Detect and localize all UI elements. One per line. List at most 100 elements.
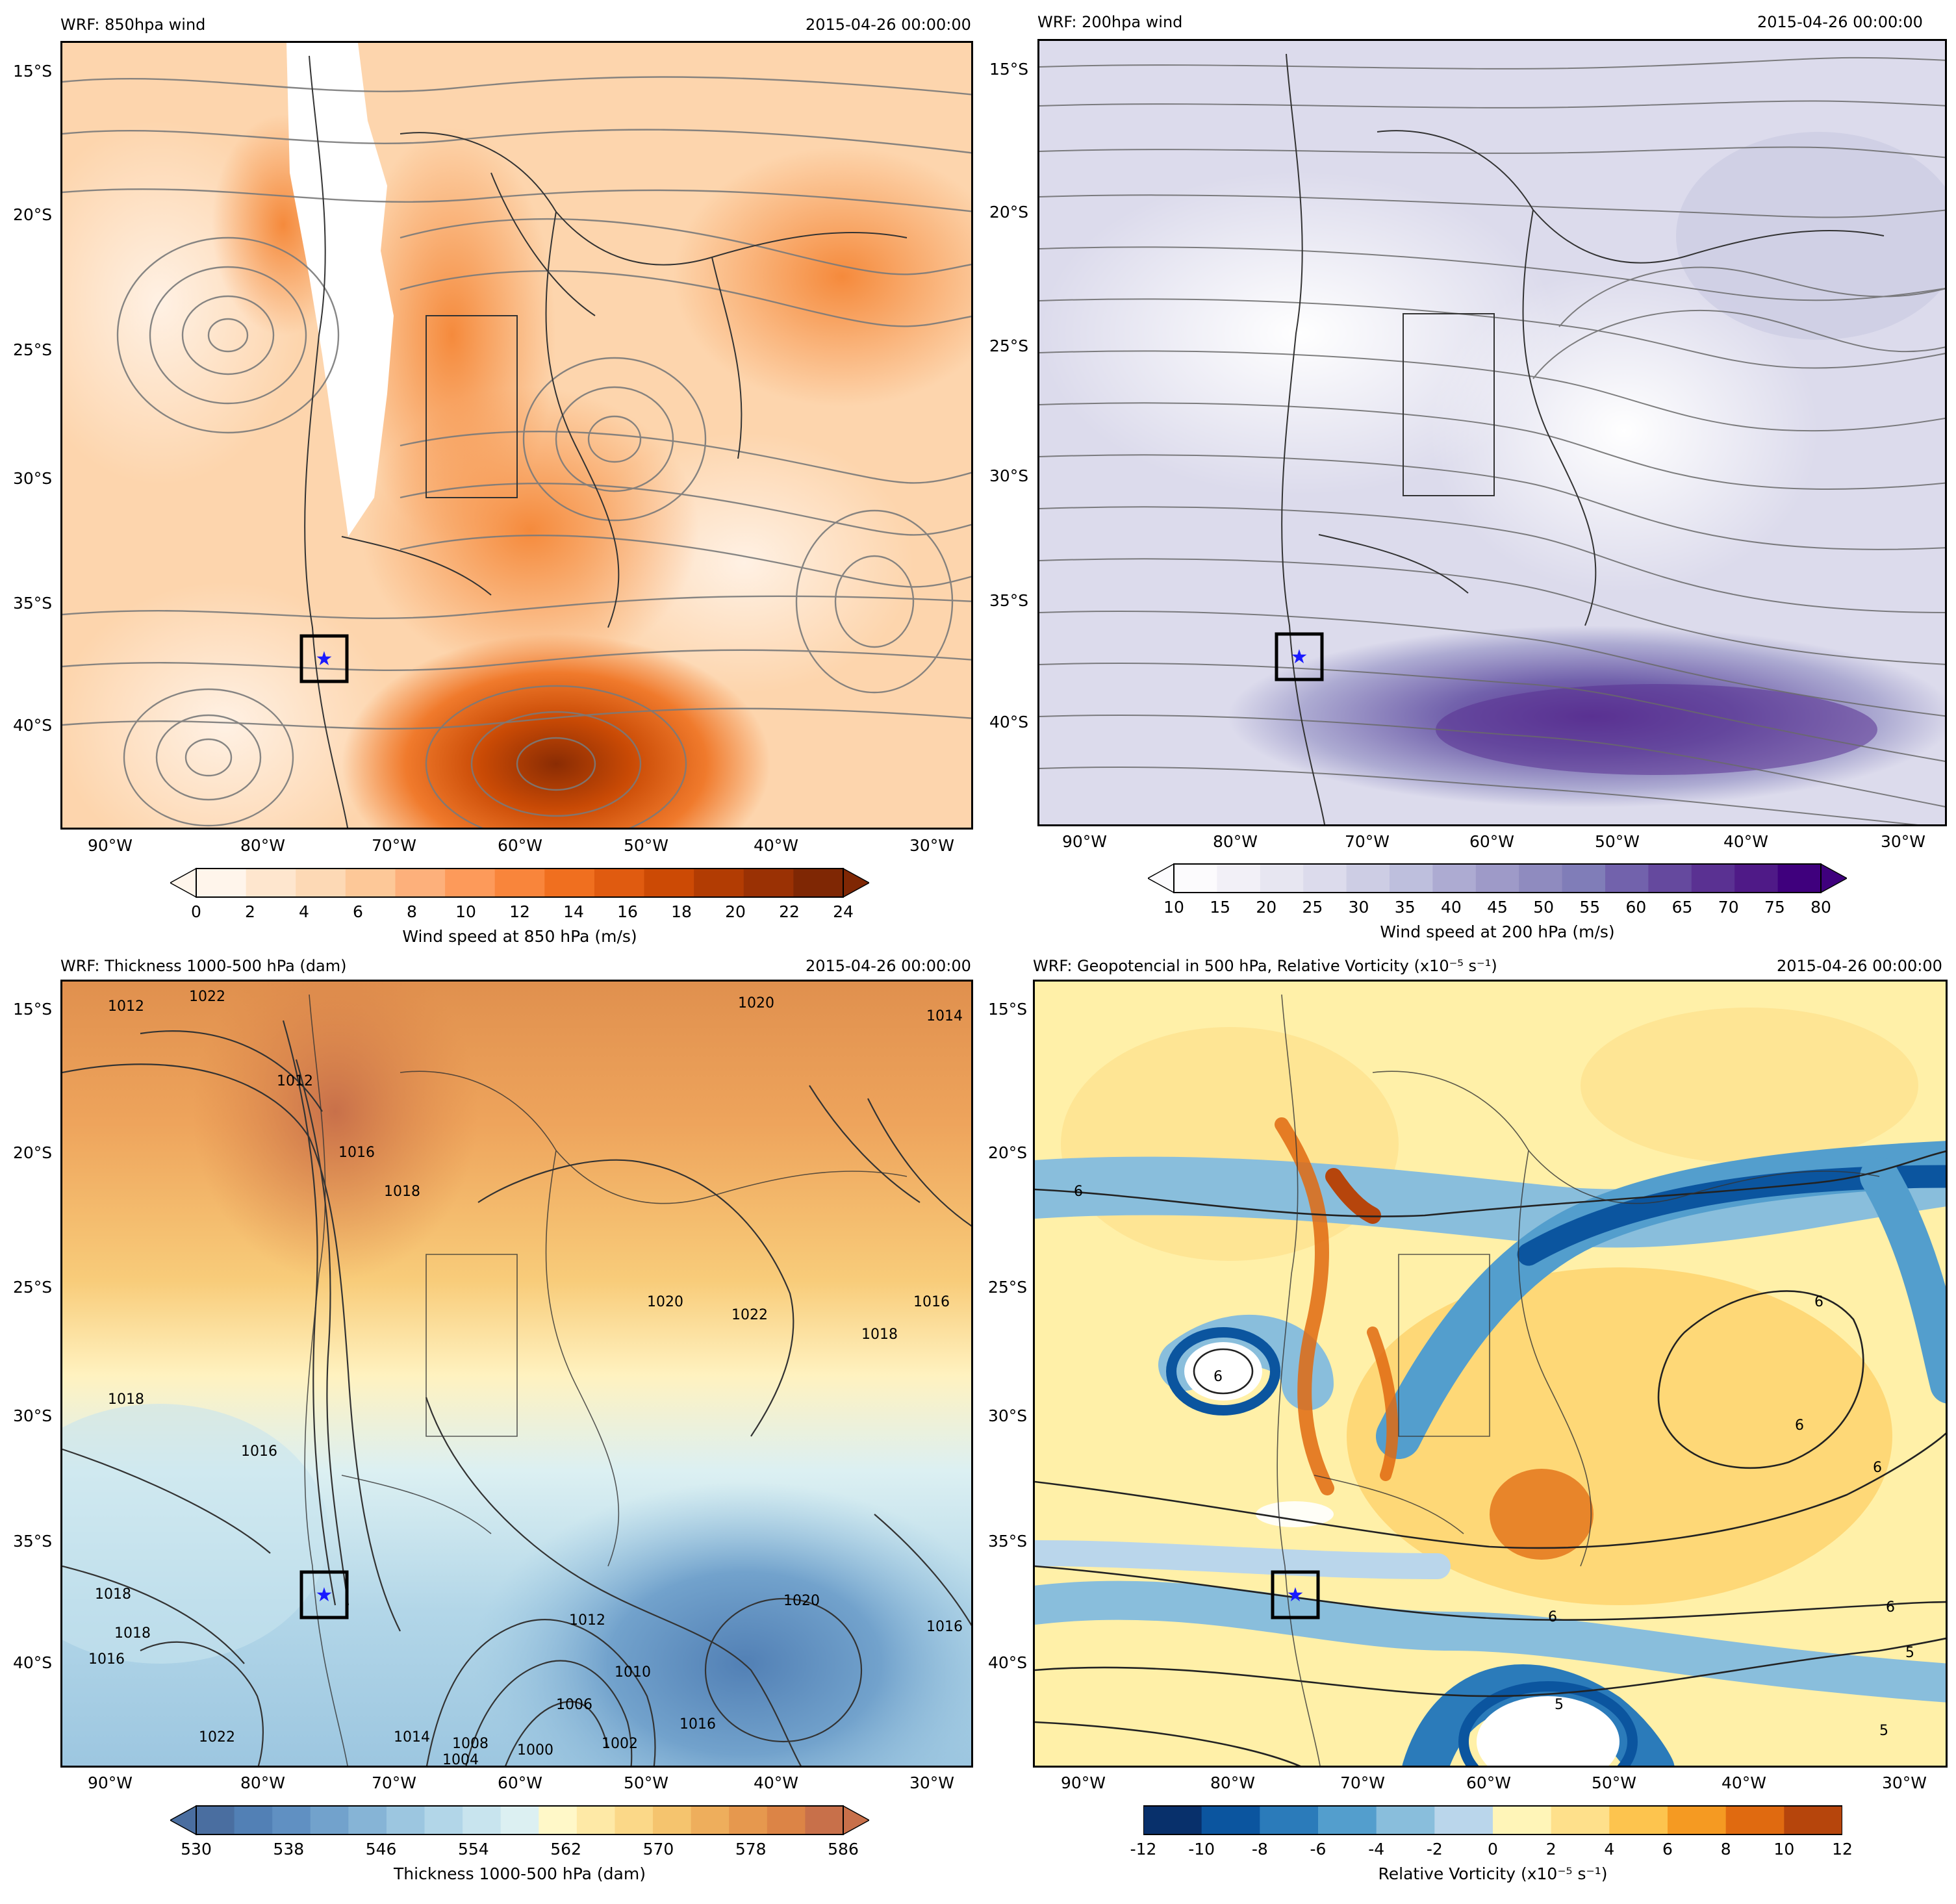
colorbar-tick: 20 — [725, 902, 746, 921]
contour-label: 1020 — [783, 1593, 820, 1609]
contour-label: 6 — [1814, 1294, 1823, 1310]
contour-label: 1018 — [108, 1391, 144, 1408]
contour-label: 1016 — [241, 1443, 277, 1460]
colorbar-swatch — [1648, 864, 1692, 893]
colorbar-swatches — [170, 867, 869, 898]
colorbar-tick: 70 — [1718, 898, 1739, 917]
lat-tick: 35°S — [13, 594, 53, 613]
contour-label: 1012 — [277, 1073, 313, 1089]
colorbar-swatch — [1432, 864, 1477, 893]
colorbar-swatch — [1562, 864, 1606, 893]
lat-tick: 25°S — [13, 1278, 53, 1297]
colorbar-tick: 554 — [457, 1840, 489, 1859]
colorbar-200hpa: 10 15 20 25 30 35 40 45 50 55 60 65 70 75 80 Wind speed… — [1148, 863, 1847, 947]
colorbar-tick: 8 — [407, 902, 417, 921]
colorbar-tick: 40 — [1440, 898, 1462, 917]
colorbar-extend-high — [843, 867, 869, 898]
lon-tick: 80°W — [1210, 1773, 1256, 1792]
colorbar-swatch — [234, 1806, 273, 1834]
colorbar-swatch — [691, 1806, 730, 1834]
colorbar-swatch — [348, 1806, 387, 1834]
colorbar-tick: 2 — [1545, 1840, 1556, 1859]
colorbar-tick: 530 — [181, 1840, 212, 1859]
colorbar-swatch — [694, 869, 744, 897]
colorbar-swatch — [1376, 1806, 1435, 1834]
colorbar-tick: 8 — [1720, 1840, 1731, 1859]
svg-text:★: ★ — [316, 1584, 333, 1606]
colorbar-swatch — [615, 1806, 654, 1834]
contour-label: 1000 — [517, 1742, 553, 1758]
contour-label: 1016 — [913, 1294, 950, 1310]
contour-label: 1022 — [189, 989, 225, 1005]
lat-tick: 25°S — [13, 340, 53, 359]
contour-label: 1006 — [556, 1697, 592, 1713]
contour-label: 1020 — [647, 1294, 683, 1310]
map-thickness: 1012 1022 1014 1020 1016 1018 1012 1018 … — [60, 980, 973, 1768]
lat-tick: 35°S — [988, 1532, 1028, 1551]
colorbar-swatch — [463, 1806, 502, 1834]
colorbar-swatches — [170, 1805, 869, 1836]
lon-tick: 30°W — [1882, 1773, 1927, 1792]
map-200hpa: ★ — [1037, 39, 1947, 826]
panel-datetime: 2015-04-26 00:00:00 — [1777, 957, 1942, 975]
lat-tick: 20°S — [13, 205, 53, 224]
colorbar-swatch — [544, 869, 595, 897]
colorbar-frame — [1173, 863, 1822, 893]
lon-tick: 60°W — [1466, 1773, 1512, 1792]
colorbar-swatch — [644, 869, 694, 897]
colorbar-tick: -12 — [1130, 1840, 1157, 1859]
lon-tick: 30°W — [1881, 832, 1926, 851]
colorbar-swatch — [1668, 1806, 1727, 1834]
colorbar-swatch — [196, 1806, 235, 1834]
contour-label: 6 — [1074, 1184, 1083, 1200]
colorbar-swatch — [729, 1806, 768, 1834]
lon-tick: 80°W — [240, 1773, 286, 1792]
contour-label: 5 — [1879, 1723, 1888, 1739]
colorbar-swatch — [539, 1806, 578, 1834]
contour-label: 1012 — [108, 998, 144, 1015]
colorbar-tick: 30 — [1348, 898, 1369, 917]
lon-tick: 80°W — [1213, 832, 1258, 851]
contour-label: 1018 — [861, 1326, 898, 1343]
colorbar-tick: 0 — [1488, 1840, 1498, 1859]
lat-tick: 15°S — [13, 1000, 53, 1019]
colorbar-swatch — [196, 869, 247, 897]
colorbar-swatch — [1346, 864, 1390, 893]
colorbar-850hpa: 0 2 4 6 8 10 12 14 16 18 20 22 24 Wind speed at 850 h… — [170, 867, 869, 946]
panel-850hpa-wind: WRF: 850hpa wind 2015-04-26 00:00:00 — [0, 0, 978, 952]
map-850hpa: ★ — [60, 41, 973, 830]
colorbar-tick: 4 — [1604, 1840, 1615, 1859]
colorbar-tick: -4 — [1368, 1840, 1385, 1859]
lon-tick: 50°W — [1592, 1773, 1637, 1792]
lon-tick: 50°W — [1595, 832, 1640, 851]
contour-label: 6 — [1795, 1417, 1804, 1434]
colorbar-tick: 2 — [245, 902, 255, 921]
lat-tick: 30°S — [13, 1406, 53, 1425]
colorbar-swatch — [1519, 864, 1563, 893]
colorbar-tick: 65 — [1671, 898, 1693, 917]
lon-tick: 70°W — [1345, 832, 1390, 851]
map-field: ★ — [62, 43, 971, 828]
colorbar-tick: 25 — [1302, 898, 1323, 917]
lat-tick: 15°S — [13, 62, 53, 81]
contour-label: 1018 — [384, 1184, 420, 1200]
lon-tick: 90°W — [1062, 832, 1108, 851]
map-field: 1012 1022 1014 1020 1016 1018 1012 1018 … — [62, 982, 971, 1766]
panel-200hpa-wind: WRF: 200hpa wind 2015-04-26 00:00:00 — [978, 0, 1956, 952]
colorbar-label: Thickness 1000-500 hPa (dam) — [394, 1864, 646, 1883]
lon-tick: 50°W — [624, 1773, 669, 1792]
lat-tick: 40°S — [13, 1653, 53, 1672]
contour-label: 1016 — [338, 1145, 375, 1161]
panel-thickness: WRF: Thickness 1000-500 hPa (dam) 2015-0… — [0, 952, 978, 1904]
colorbar-swatch — [386, 1806, 425, 1834]
colorbar-extend-low — [1148, 863, 1175, 894]
lon-tick: 60°W — [1469, 832, 1515, 851]
colorbar-swatch — [1260, 1806, 1319, 1834]
contour-label: 1022 — [199, 1729, 235, 1745]
colorbar-tick: 10 — [1163, 898, 1184, 917]
colorbar-tick: 50 — [1533, 898, 1555, 917]
colorbar-swatch — [1201, 1806, 1260, 1834]
colorbar-tick: -10 — [1188, 1840, 1215, 1859]
colorbar-swatch — [594, 869, 645, 897]
lon-tick: 90°W — [88, 836, 133, 855]
